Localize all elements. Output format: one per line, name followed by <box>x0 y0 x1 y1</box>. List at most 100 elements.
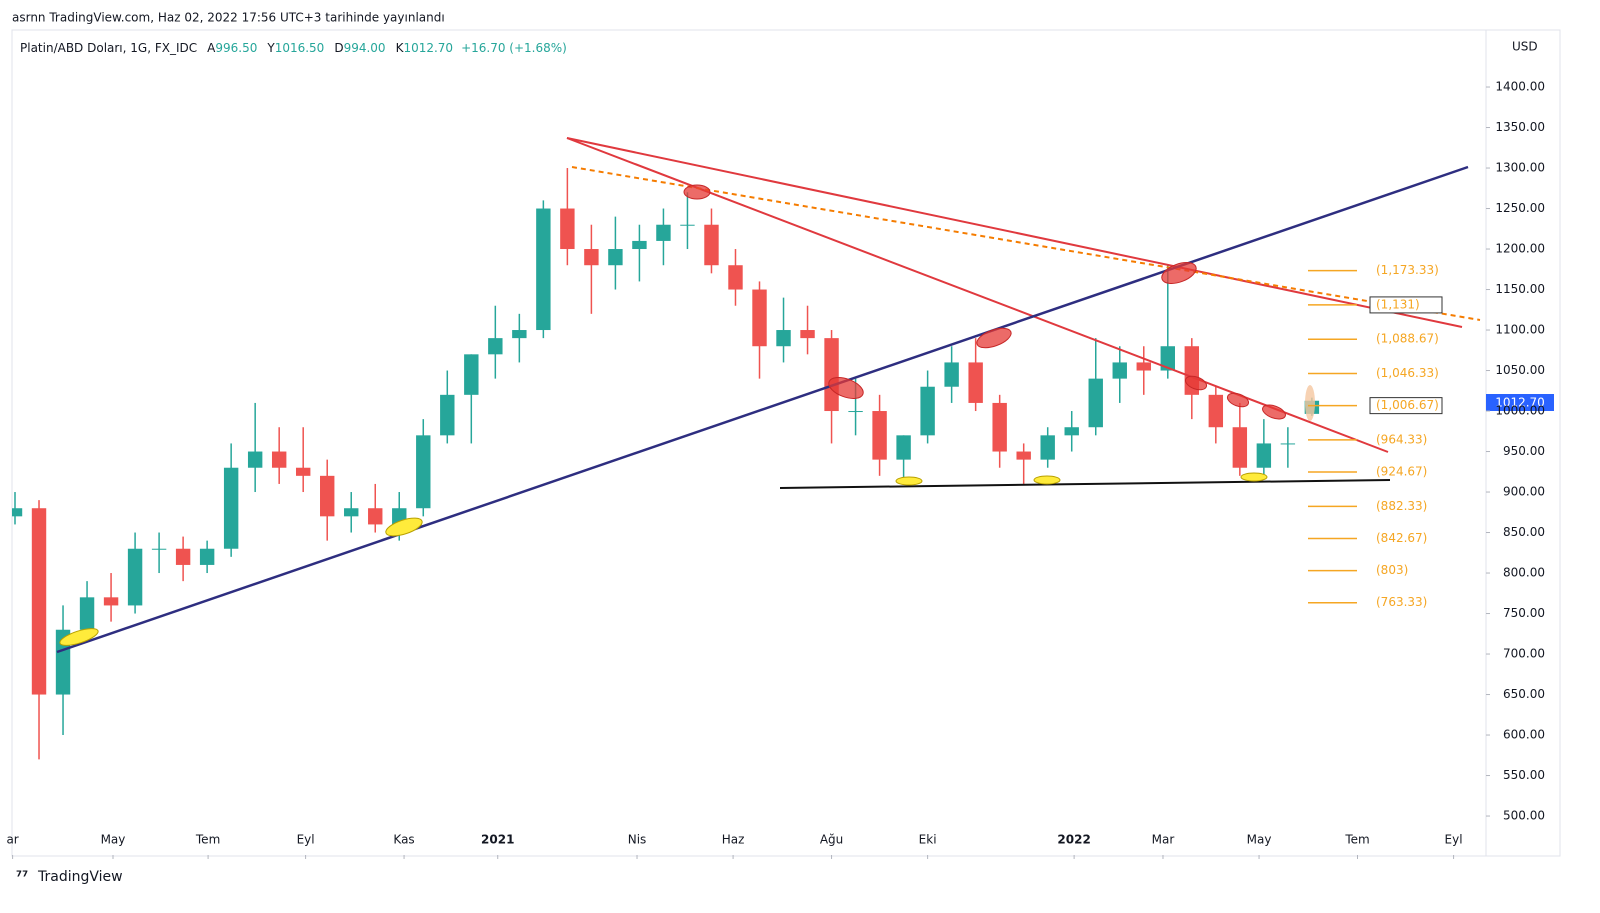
y-tick-label: 700.00 <box>1503 647 1545 661</box>
x-tick-label: Ağu <box>820 833 843 847</box>
legend-item: Y <box>266 41 275 55</box>
last-price-box <box>1486 394 1554 411</box>
logo-mark: ⁷⁷ <box>16 869 28 885</box>
level-box <box>1369 397 1443 415</box>
x-tick-label: 2021 <box>481 833 514 847</box>
support-line <box>779 479 1391 489</box>
y-tick-label: 1200.00 <box>1495 242 1545 256</box>
candle-body <box>247 451 263 468</box>
candle-body <box>1064 427 1079 436</box>
candle-body <box>12 508 23 517</box>
candle-body <box>488 338 503 355</box>
candle-body <box>752 289 767 347</box>
currency: USD <box>1512 40 1538 54</box>
candle-body <box>1160 346 1175 371</box>
drawings <box>56 137 1481 654</box>
level-box <box>1369 296 1443 314</box>
last-price-label: 1012.70 <box>1495 396 1545 410</box>
candle-body <box>1040 435 1055 460</box>
candle-body <box>632 240 647 250</box>
candle-body <box>1016 451 1031 460</box>
candle-body <box>872 411 887 460</box>
y-tick-label: 1000.00 <box>1495 404 1545 418</box>
highlight <box>1184 375 1208 391</box>
candle-body <box>416 435 431 509</box>
y-tick-label: 650.00 <box>1503 687 1545 701</box>
candle-body <box>1136 362 1151 371</box>
highlight <box>683 184 711 200</box>
legend-item: K <box>396 41 405 55</box>
candle-body <box>656 224 671 241</box>
x-tick-label: Nis <box>628 833 647 847</box>
candle-body <box>368 508 383 525</box>
level-label: (1,046.33) <box>1376 366 1439 380</box>
candle-body <box>704 224 719 266</box>
candle-body <box>776 330 791 347</box>
level-label: (763.33) <box>1376 595 1427 609</box>
x-tick-label: Tem <box>1344 833 1369 847</box>
highlight <box>895 476 923 486</box>
candle-body <box>944 362 959 387</box>
header: asrnn TradingView.com, Haz 02, 2022 17:5… <box>12 11 445 25</box>
candle-body <box>440 394 455 436</box>
y-tick-label: 600.00 <box>1503 728 1545 742</box>
legend-item: 996.50 <box>215 41 257 55</box>
candle-body <box>1208 394 1224 428</box>
level-label: (882.33) <box>1376 499 1427 513</box>
legend-item: 1012.70 <box>403 41 453 55</box>
level-label: (803) <box>1376 563 1408 577</box>
legend-item: 994.00 <box>344 41 386 55</box>
y-tick-label: 1050.00 <box>1495 363 1545 377</box>
candle-body <box>968 362 983 403</box>
x-tick-label: ar <box>6 833 18 847</box>
level-label: (842.67) <box>1376 531 1427 545</box>
x-tick-label: Tem <box>195 833 220 847</box>
candle-body <box>464 354 479 395</box>
y-tick-label: 1250.00 <box>1495 201 1545 215</box>
y-tick-label: 800.00 <box>1503 566 1545 580</box>
level-label: (1,006.67) <box>1376 398 1439 412</box>
candle-body <box>79 597 95 630</box>
highlight <box>385 517 423 537</box>
highlight <box>976 327 1012 349</box>
level-label: (924.67) <box>1376 465 1427 479</box>
footer: TradingView <box>37 869 123 885</box>
x-tick-label: Kas <box>393 833 414 847</box>
candle-body <box>800 330 815 339</box>
level-label: (1,173.33) <box>1376 263 1439 277</box>
y-tick-label: 500.00 <box>1503 809 1545 823</box>
y-tick-label: 750.00 <box>1503 606 1545 620</box>
candle-body <box>1256 443 1272 468</box>
y-tick-label: 950.00 <box>1503 444 1545 458</box>
candle-body <box>824 338 839 412</box>
candle-body <box>199 548 215 565</box>
legend-item: +16.70 (+1.68%) <box>461 41 567 55</box>
highlight <box>828 377 864 399</box>
level-label: (964.33) <box>1376 432 1427 446</box>
candle-body <box>896 435 911 460</box>
candle-body <box>608 249 623 266</box>
x-tick-label: May <box>101 833 126 847</box>
y-tick-label: 550.00 <box>1503 768 1545 782</box>
x-tick-label: Eyl <box>1445 833 1463 847</box>
candle-body <box>271 451 287 468</box>
highlight <box>1226 392 1250 408</box>
candle-body <box>680 224 695 226</box>
y-tick-label: 1350.00 <box>1495 120 1545 134</box>
candle-body <box>560 208 575 250</box>
x-tick-label: Eki <box>919 833 937 847</box>
legend: Platin/ABD Doları, 1G, FX_IDC A996.50 Y101… <box>20 41 567 55</box>
highlight <box>59 628 99 646</box>
highlight <box>1161 262 1197 284</box>
y-tick-label: 1150.00 <box>1495 282 1545 296</box>
frame <box>11 29 1561 857</box>
x-tick-label: Haz <box>722 833 745 847</box>
x-tick-label: Eyl <box>297 833 315 847</box>
highlight <box>1305 385 1315 421</box>
candle-body <box>512 330 527 339</box>
candle-body <box>728 265 743 290</box>
trend-line <box>571 166 1481 321</box>
legend-item: 1016.50 <box>275 41 325 55</box>
level-label: (1,088.67) <box>1376 332 1439 346</box>
